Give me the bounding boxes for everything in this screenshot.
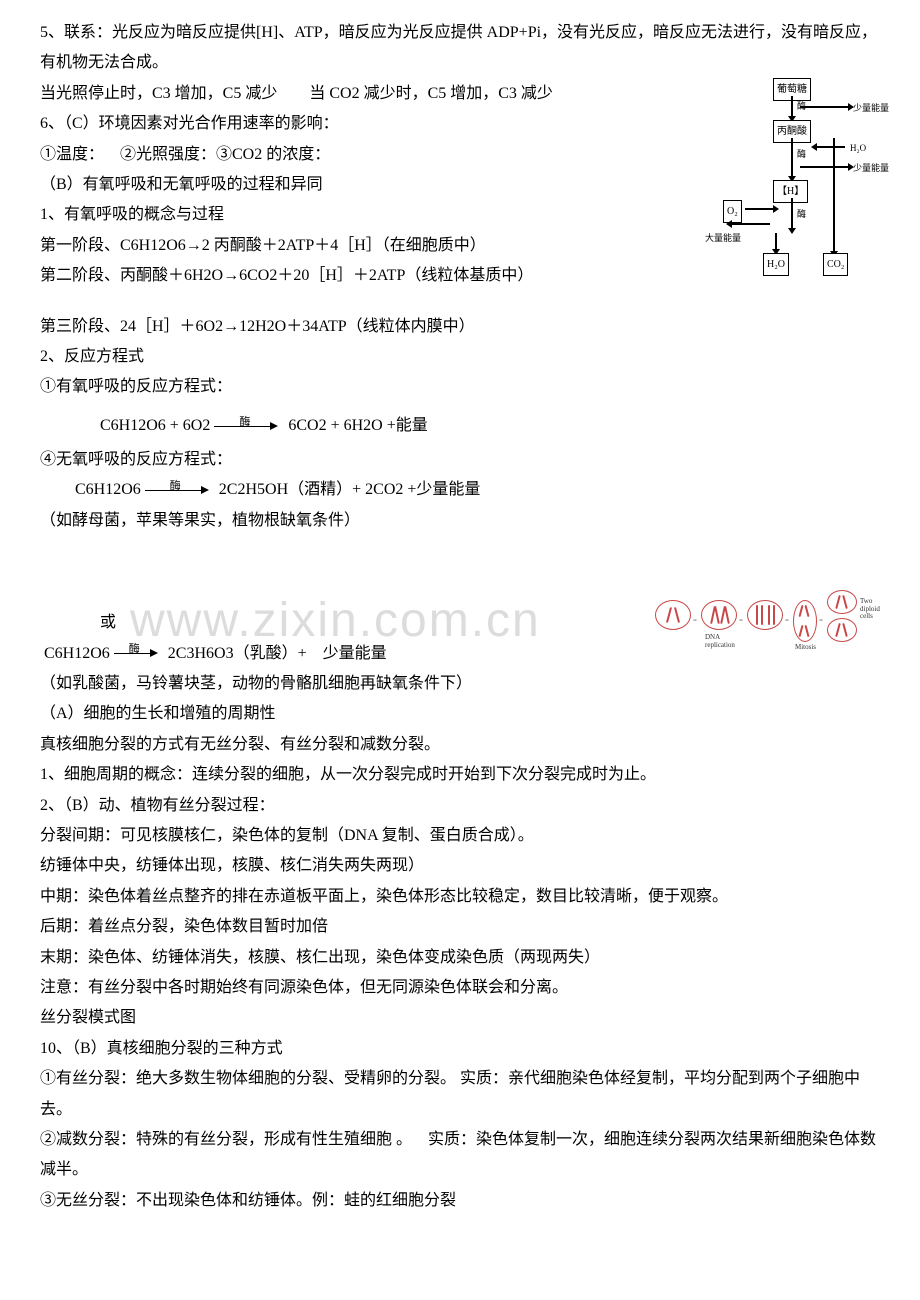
d1-label-h2o-in: H₂O xyxy=(850,140,866,157)
d1-box-h2o: H₂O xyxy=(763,253,789,276)
equation-aerobic: C6H12O6 + 6O2 酶 6CO2 + 6H2O +能量 xyxy=(40,403,880,445)
cell-stage-4 xyxy=(793,600,817,642)
para-note: 注意：有丝分裂中各时期始终有同源染色体，但无同源染色体联会和分离。 xyxy=(40,973,880,1003)
para-1-aerobic: 1、有氧呼吸的概念与过程 xyxy=(40,200,640,230)
cell-stage-5a xyxy=(827,590,857,614)
para-6-factors: 6、（C）环境因素对光合作用速率的影响： xyxy=(40,109,640,139)
cell-stage-1 xyxy=(655,600,691,630)
para-interphase: 分裂间期：可见核膜核仁，染色体的复制（DNA 复制、蛋白质合成）。 xyxy=(40,821,880,851)
diagram-arrow: - xyxy=(819,608,823,631)
d1-arrow xyxy=(791,198,793,230)
para-5-relation: 5、联系：光反应为暗反应提供[H]、ATP，暗反应为光反应提供 ADP+Pi，没… xyxy=(40,18,880,79)
para-eq1-title: ①有氧呼吸的反应方程式： xyxy=(40,372,880,402)
cell-stage-5b xyxy=(827,618,857,642)
d1-arrow xyxy=(745,208,775,210)
equation-anaerobic-alcohol: C6H12O6 酶 2C2H5OH（酒精）+ 2CO2 +少量能量 xyxy=(40,475,880,505)
d1-arrow xyxy=(775,233,777,251)
d1-arrow xyxy=(833,138,835,253)
d1-label-enzyme3: 酶 xyxy=(797,206,806,223)
para-light-stop: 当光照停止时，C3 增加，C5 减少 当 CO2 减少时，C5 增加，C3 减少 xyxy=(40,79,640,109)
para-meiosis-def: ②减数分裂：特殊的有丝分裂，形成有性生殖细胞 。 实质：染色体复制一次，细胞连续… xyxy=(40,1125,880,1186)
cell-stage-2 xyxy=(701,600,737,630)
d1-label-energy2: 少量能量 xyxy=(853,160,889,177)
para-model: 丝分裂模式图 xyxy=(40,1003,880,1033)
para-10-b: 10、（B）真核细胞分裂的三种方式 xyxy=(40,1034,880,1064)
para-2-mitosis: 2、（B）动、植物有丝分裂过程： xyxy=(40,791,880,821)
d1-arrow xyxy=(815,146,845,148)
diagram-arrow: - xyxy=(693,608,697,631)
para-eq3-note: （如乳酸菌，马铃薯块茎，动物的骨骼肌细胞再缺氧条件下） xyxy=(40,669,880,699)
para-stage1: 第一阶段、C6H12O6→2 丙酮酸＋2ATP＋4［H］（在细胞质中） xyxy=(40,231,640,261)
para-a-growth: （A）细胞的生长和增殖的周期性 xyxy=(40,699,880,729)
para-metaphase: 中期：染色体着丝点整齐的排在赤道板平面上，染色体形态比较稳定，数目比较清晰，便于… xyxy=(40,882,880,912)
para-eq2-note: （如酵母菌，苹果等果实，植物根缺氧条件） xyxy=(40,506,880,536)
para-1-cycle: 1、细胞周期的概念：连续分裂的细胞，从一次分裂完成时开始到下次分裂完成时为止。 xyxy=(40,760,880,790)
para-2-equations: 2、反应方程式 xyxy=(40,342,880,372)
d1-arrow xyxy=(800,106,850,108)
d1-label-energy3: 大量能量 xyxy=(705,230,741,247)
diagram-arrow: - xyxy=(785,608,789,631)
cell-stage-3 xyxy=(747,600,783,630)
d1-arrow xyxy=(791,96,793,118)
d1-arrow xyxy=(800,166,850,168)
d1-arrow xyxy=(791,138,793,178)
mitosis-diagram: - - - - DNAreplication Two diploidcells … xyxy=(655,590,885,650)
para-b-respiration: （B）有氧呼吸和无氧呼吸的过程和异同 xyxy=(40,170,640,200)
para-amitosis-def: ③无丝分裂：不出现染色体和纺锤体。例：蛙的红细胞分裂 xyxy=(40,1186,880,1216)
para-stage3: 第三阶段、24［H］＋6O2→12H2O＋34ATP（线粒体内膜中） xyxy=(40,312,880,342)
respiration-diagram: 葡萄糖 酶 少量能量 丙酮酸 酶 H₂O 少量能量 【H】 O₂ 酶 大量能量 … xyxy=(705,78,885,293)
para-spindle: 纺锤体中央，纺锤体出现，核膜、核仁消失两失两现） xyxy=(40,851,880,881)
para-mitosis-def: ①有丝分裂：绝大多数生物体细胞的分裂、受精卵的分裂。 实质：亲代细胞染色体经复制… xyxy=(40,1064,880,1125)
diagram-arrow: - xyxy=(739,608,743,631)
para-telophase: 末期：染色体、纺锤体消失，核膜、核仁出现，染色体变成染色质（两现两失） xyxy=(40,943,880,973)
d2-label-mitosis: Mitosis xyxy=(795,644,816,652)
para-stage2: 第二阶段、丙酮酸＋6H2O→6CO2＋20［H］＋2ATP（线粒体基质中） xyxy=(40,261,640,291)
d2-label-dna: DNAreplication xyxy=(705,634,735,649)
para-division-types: 真核细胞分裂的方式有无丝分裂、有丝分裂和减数分裂。 xyxy=(40,730,880,760)
d1-box-co2: CO₂ xyxy=(823,253,848,276)
d1-label-energy1: 少量能量 xyxy=(853,100,889,117)
d2-label-diploid: Two diploidcells xyxy=(860,598,885,621)
blank-line xyxy=(40,292,880,312)
para-anaphase: 后期：着丝点分裂，染色体数目暂时加倍 xyxy=(40,912,880,942)
para-factors-list: ①温度： ②光照强度：③CO2 的浓度： xyxy=(40,140,640,170)
d1-arrow xyxy=(730,223,770,225)
para-eq2-title: ④无氧呼吸的反应方程式： xyxy=(40,445,880,475)
d1-label-enzyme2: 酶 xyxy=(797,146,806,163)
